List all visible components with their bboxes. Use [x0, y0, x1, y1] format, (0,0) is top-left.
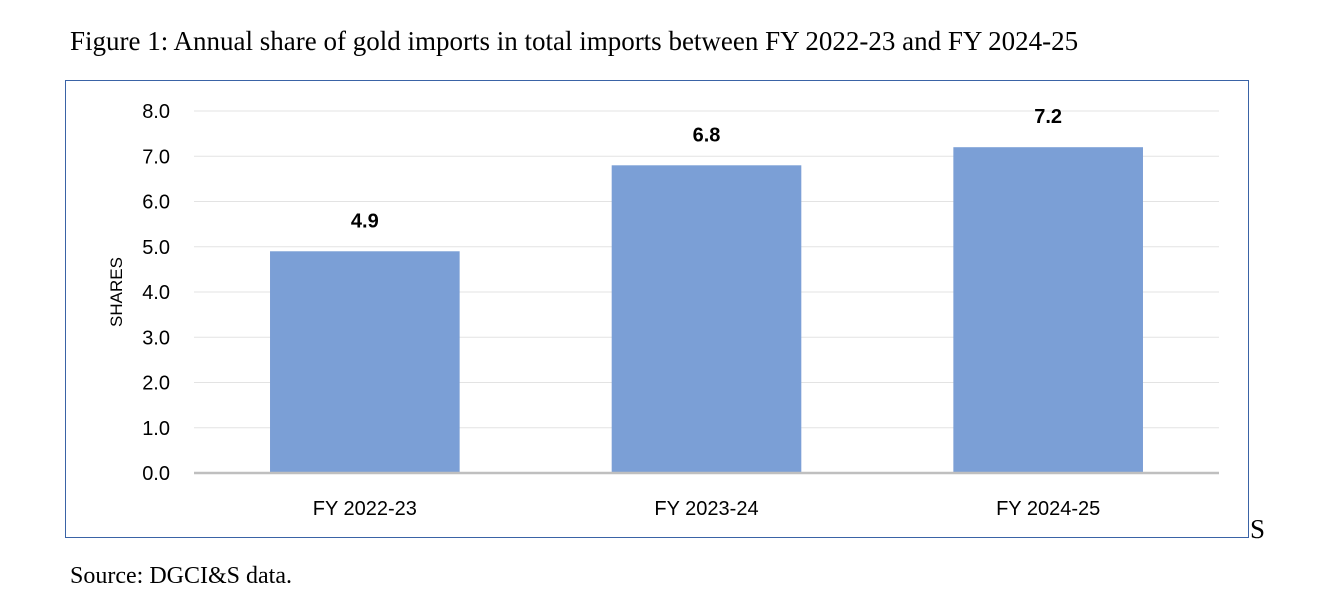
x-tick-labels: FY 2022-23 FY 2023-24 FY 2024-25: [313, 498, 1100, 520]
chart-frame: 4.9 6.8 7.2 0.0 1.0 2.0 3.0 4.0 5.0 6.0 7.0 8.0 FY…: [65, 80, 1249, 538]
y-tick-label: 1.0: [142, 418, 170, 440]
y-tick-label: 0.0: [142, 463, 170, 485]
data-labels: 4.9 6.8 7.2: [351, 106, 1062, 232]
y-tick-label: 6.0: [142, 192, 170, 214]
stray-text: S: [1250, 514, 1266, 544]
bar-chart: 4.9 6.8 7.2 0.0 1.0 2.0 3.0 4.0 5.0 6.0 7.0 8.0 FY…: [107, 101, 1219, 520]
data-label: 7.2: [1034, 106, 1062, 128]
y-tick-label: 8.0: [142, 101, 170, 123]
y-tick-label: 3.0: [142, 327, 170, 349]
data-label: 4.9: [351, 210, 379, 232]
source-note: Source: DGCI&S data.: [70, 563, 292, 589]
bar: [611, 165, 802, 474]
y-tick-labels: 0.0 1.0 2.0 3.0 4.0 5.0 6.0 7.0 8.0: [142, 101, 170, 485]
y-tick-label: 7.0: [142, 146, 170, 168]
x-tick-label: FY 2022-23: [313, 498, 417, 520]
bars: [270, 147, 1143, 474]
y-tick-label: 5.0: [142, 237, 170, 259]
y-tick-label: 4.0: [142, 282, 170, 304]
y-tick-label: 2.0: [142, 373, 170, 395]
bar: [953, 147, 1143, 473]
bar: [270, 251, 460, 473]
data-label: 6.8: [693, 124, 721, 146]
x-tick-label: FY 2024-25: [996, 498, 1100, 520]
figure-caption: Figure 1: Annual share of gold imports i…: [70, 26, 1079, 56]
y-axis-label: SHARES: [107, 257, 126, 327]
x-tick-label: FY 2023-24: [654, 498, 758, 520]
